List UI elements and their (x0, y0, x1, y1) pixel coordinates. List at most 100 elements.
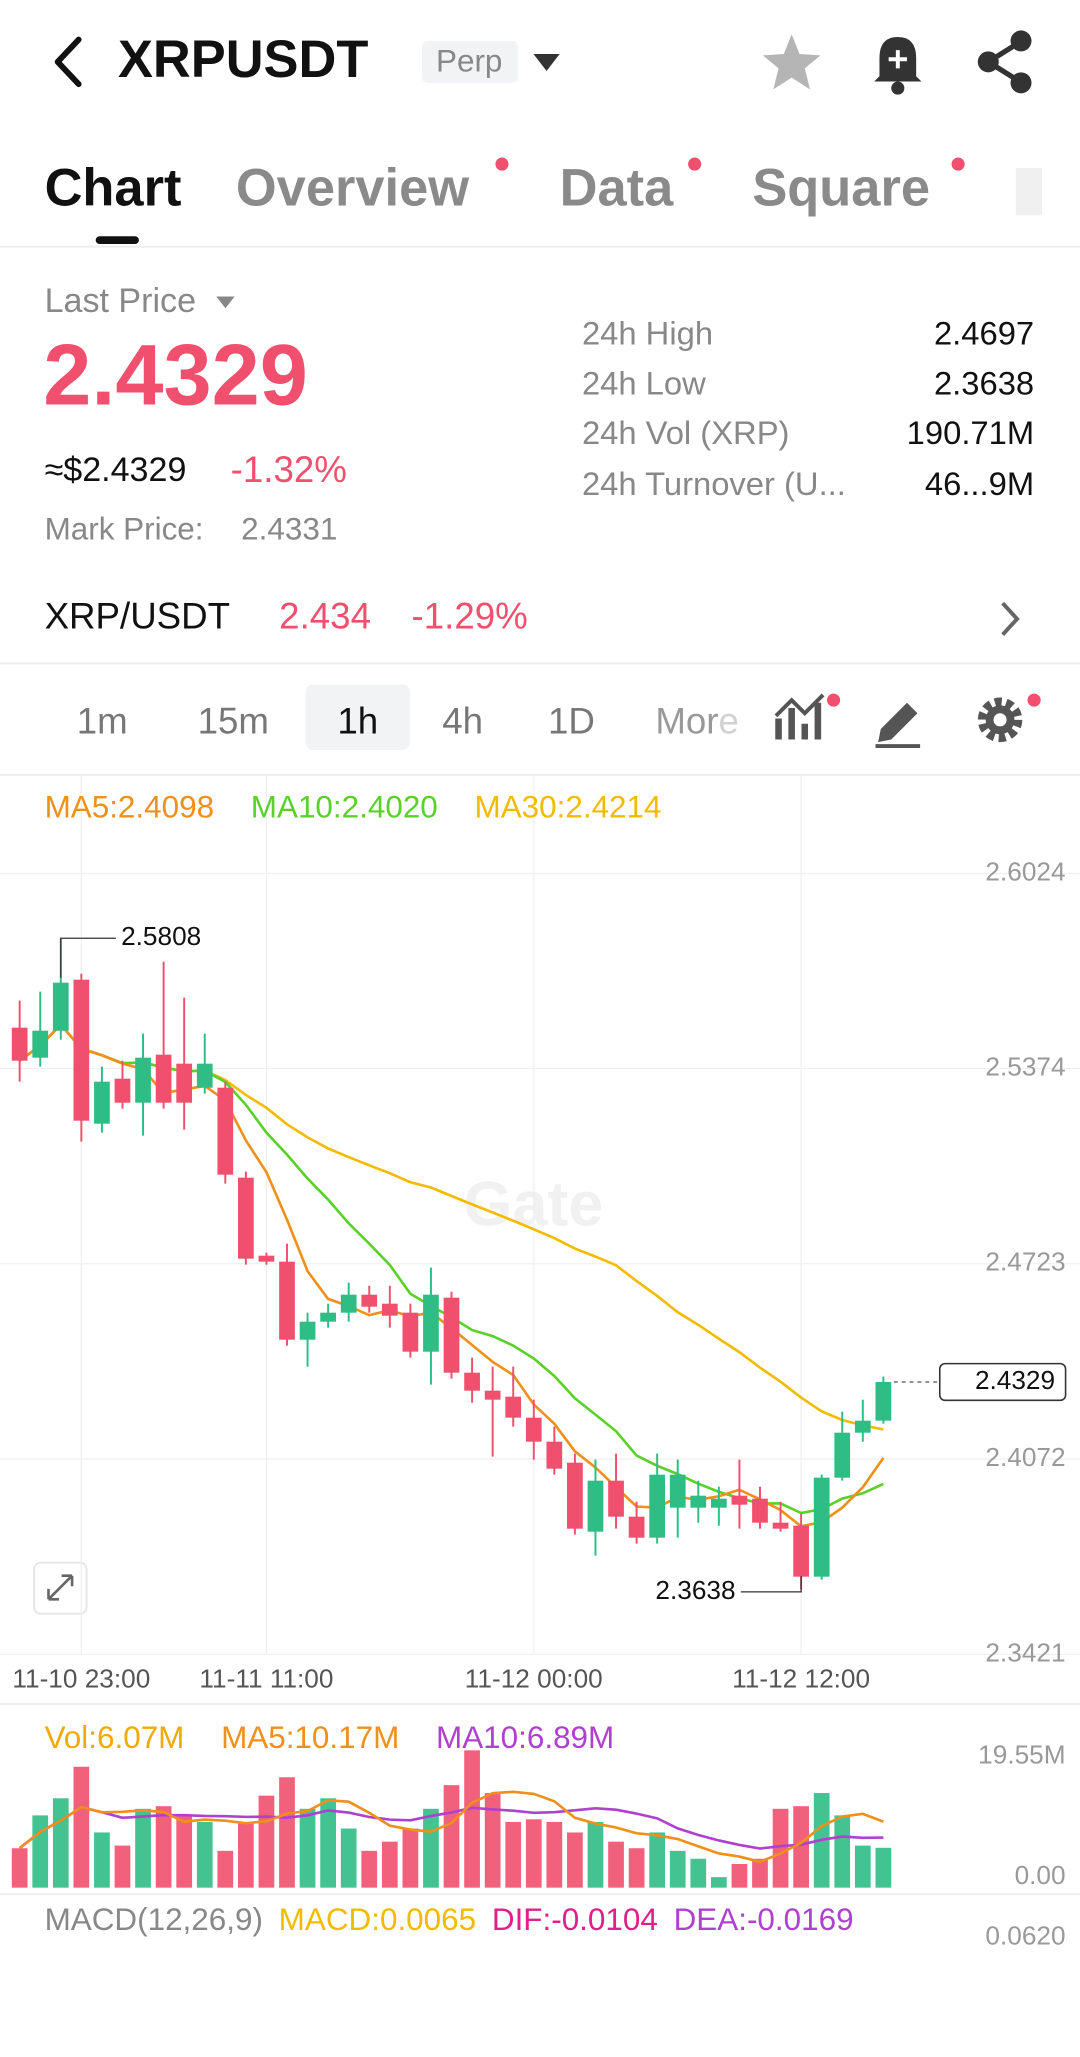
candle-body (299, 1321, 316, 1340)
volume-label: Vol:6.07M (45, 1720, 185, 1755)
favorite-icon[interactable] (762, 34, 821, 90)
tab-overflow[interactable] (1015, 168, 1042, 216)
y-tick-label: 2.5374 (985, 1051, 1065, 1081)
volume-ma-line (18, 1805, 884, 1850)
alert-icon[interactable] (874, 36, 922, 95)
volume-bar (381, 1841, 398, 1888)
volume-bar (402, 1828, 419, 1888)
candle-body (628, 1516, 645, 1538)
interval[interactable]: 15m (198, 700, 269, 741)
volume-label: MA5:10.17M (221, 1720, 399, 1755)
fade (718, 688, 771, 754)
macd-label: MACD(12,26,9) (45, 1902, 263, 1937)
indicator-icon[interactable] (774, 693, 841, 740)
tab[interactable]: Square (752, 159, 930, 217)
candle-body (361, 1294, 378, 1307)
candle-body (669, 1474, 686, 1508)
candle-body (114, 1078, 131, 1103)
badge-dot (688, 157, 702, 171)
contract-badge[interactable] (422, 40, 518, 83)
candle-body (258, 1255, 275, 1262)
candle-body (73, 979, 90, 1121)
candle-body (464, 1372, 480, 1391)
volume-bar (875, 1847, 892, 1888)
contract-type: Perp (436, 43, 502, 78)
stat-value: 190.71M (907, 414, 1034, 451)
macd-label: DEA:-0.0169 (674, 1902, 854, 1937)
interval[interactable]: 1h (337, 700, 378, 741)
volume-bar (854, 1845, 871, 1888)
candle-body (854, 1420, 871, 1433)
candle-body (11, 1027, 28, 1061)
tab[interactable]: Data (560, 159, 674, 217)
candle-body (587, 1480, 604, 1532)
price-change: -1.32% (231, 449, 347, 490)
symbol: XRPUSDT (118, 31, 368, 89)
volume-bar (320, 1798, 336, 1888)
tab[interactable]: Chart (45, 159, 182, 217)
x-tick-label: 11-11 11:00 (199, 1663, 333, 1693)
volume-bar (94, 1832, 110, 1888)
candle-body (340, 1294, 357, 1313)
volume-bar (608, 1841, 624, 1888)
volume-bar (11, 1848, 28, 1888)
volume-bar (484, 1793, 501, 1888)
candle-body (320, 1312, 336, 1322)
candle-body (525, 1417, 542, 1442)
macd-label: DIF:-0.0104 (492, 1902, 658, 1937)
volume-bar (834, 1815, 851, 1888)
mark-price: 2.4331 (241, 511, 337, 546)
volume-bar (649, 1832, 666, 1888)
volume-bar (546, 1821, 563, 1888)
dropdown-arrow[interactable] (216, 296, 235, 309)
tab[interactable]: Overview (236, 159, 469, 217)
volume-bar (752, 1858, 768, 1888)
chevron (1001, 601, 1020, 636)
volume-bar (587, 1821, 604, 1888)
candle-body (484, 1390, 501, 1400)
back-button[interactable] (54, 36, 82, 88)
candle-body (731, 1495, 748, 1505)
interval[interactable]: 4h (442, 700, 483, 741)
share-icon[interactable] (977, 30, 1032, 94)
spot-pair: XRP/USDT (45, 596, 231, 637)
candle-body (176, 1063, 193, 1103)
min-label: 2.3638 (655, 1575, 735, 1605)
volume-bar (176, 1815, 193, 1888)
candle-body (196, 1063, 213, 1088)
price-type[interactable]: Last Price (45, 282, 196, 320)
last-price-box (938, 1362, 1067, 1402)
volume-bar (628, 1848, 645, 1888)
volume-bar (423, 1808, 439, 1888)
volume-bar (731, 1863, 748, 1888)
spot-price: 2.434 (279, 596, 371, 637)
candle-body (402, 1312, 419, 1352)
min-pointer (740, 1576, 802, 1593)
dropdown-arrow[interactable] (533, 54, 560, 72)
candle-body (423, 1294, 439, 1352)
settings-icon[interactable] (977, 693, 1041, 743)
macd-axis-label: 0.0620 (985, 1920, 1065, 1950)
volume-bar (73, 1766, 90, 1888)
ma-label: MA10:2.4020 (251, 789, 438, 824)
x-tick-label: 11-12 12:00 (732, 1663, 870, 1693)
draw-icon[interactable] (875, 702, 921, 749)
stat-label: 24h High (582, 314, 713, 351)
interval[interactable]: 1D (548, 700, 595, 741)
volume-bar (340, 1828, 357, 1888)
volume-bar (279, 1777, 295, 1888)
volume-tick-label: 0.00 (1015, 1860, 1066, 1890)
ma-label: MA30:2.4214 (475, 789, 662, 824)
volume-bar (772, 1808, 789, 1888)
interval[interactable]: 1m (77, 700, 128, 741)
last-price-tag: 2.4329 (975, 1365, 1055, 1395)
candle-body (649, 1474, 666, 1538)
y-tick-label: 2.4072 (985, 1442, 1065, 1472)
volume-bar (196, 1821, 213, 1888)
ma-label: MA5:2.4098 (45, 789, 215, 824)
candle-body (690, 1495, 707, 1508)
expand-button[interactable] (33, 1561, 88, 1615)
spot-row[interactable]: XRP/USDT 2.434 -1.29% (45, 596, 1020, 637)
